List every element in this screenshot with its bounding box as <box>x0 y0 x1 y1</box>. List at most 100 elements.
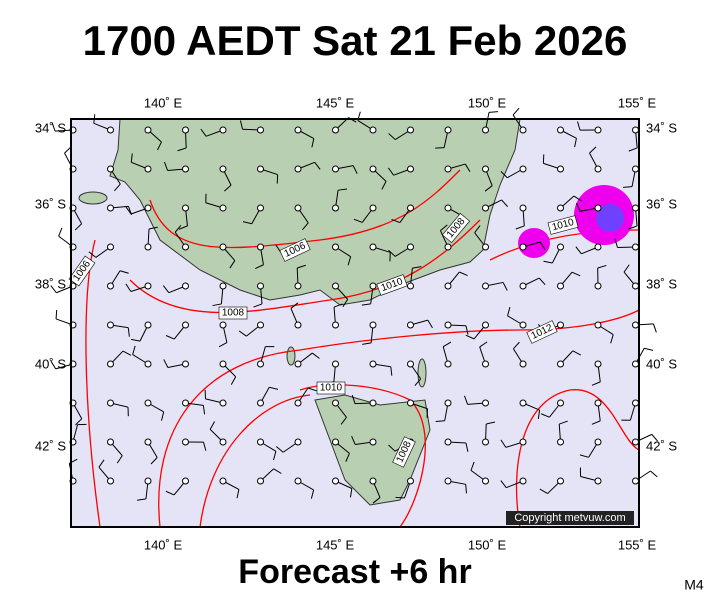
longitude-label: 145˚ E <box>316 95 355 110</box>
barb-flag <box>381 181 387 190</box>
barb-flag <box>435 420 445 422</box>
station <box>219 360 227 368</box>
station <box>144 204 152 212</box>
barb-flag <box>50 360 57 370</box>
station <box>594 126 602 134</box>
barb-flag <box>539 488 548 494</box>
isobar <box>158 309 640 528</box>
copyright: Copyright metvuw.com <box>514 512 625 524</box>
station <box>144 399 152 407</box>
station <box>219 321 227 329</box>
barb-flag <box>459 271 468 277</box>
station <box>482 126 489 134</box>
station <box>332 243 339 251</box>
barb-flag <box>273 451 277 461</box>
station <box>294 399 302 407</box>
station <box>407 204 414 212</box>
isobar-label-box <box>218 306 248 320</box>
station <box>144 282 152 290</box>
station <box>294 321 302 329</box>
barb-flag <box>50 285 57 294</box>
station <box>632 165 639 173</box>
flinders-island <box>417 358 427 388</box>
station <box>482 438 489 446</box>
barb-flag <box>470 461 475 471</box>
kangaroo-island <box>78 191 108 205</box>
barb-flag <box>238 330 247 337</box>
station <box>407 243 414 251</box>
isobar-label-box <box>392 436 416 468</box>
map-code: M4 <box>684 577 704 593</box>
barb-flag <box>572 350 581 356</box>
station <box>182 438 189 446</box>
barb-flag <box>340 416 347 425</box>
barb-flag <box>269 386 279 390</box>
rain-area <box>596 204 624 232</box>
barb-flag <box>465 442 469 452</box>
station <box>257 165 264 173</box>
barb-flag <box>464 395 469 405</box>
station <box>182 477 189 485</box>
station <box>444 243 452 251</box>
station <box>107 321 114 329</box>
barb-flag <box>165 335 175 340</box>
station <box>144 243 152 251</box>
barb-flag <box>165 490 175 496</box>
station <box>369 243 377 251</box>
barb-flag <box>372 497 381 504</box>
station <box>219 204 227 212</box>
station <box>632 204 639 212</box>
station <box>482 282 489 290</box>
barb-flag <box>58 227 63 237</box>
barb-flag <box>342 298 349 308</box>
barb-flag <box>310 489 315 499</box>
station <box>519 360 527 368</box>
station <box>332 477 339 485</box>
station <box>369 360 377 368</box>
station <box>594 477 602 485</box>
barb-flag <box>395 496 405 499</box>
station <box>369 165 377 173</box>
barb-flag <box>559 420 568 425</box>
station <box>632 438 639 446</box>
barb-flag <box>162 285 170 294</box>
station <box>219 399 227 407</box>
latitude-label: 40˚ S <box>35 356 66 371</box>
station <box>107 126 114 134</box>
isobar-label-box <box>547 215 579 235</box>
barb-flag <box>486 421 496 425</box>
barb-flag <box>132 345 136 355</box>
footer: Forecast +6 hr <box>238 553 471 591</box>
station <box>482 243 489 251</box>
station <box>257 126 264 134</box>
map-frame <box>70 118 640 528</box>
latitude-label: 42˚ S <box>35 438 66 453</box>
barb-flag <box>623 264 630 273</box>
latitude-label: 40˚ S <box>646 356 677 371</box>
barb-flag <box>538 277 546 286</box>
station <box>444 165 452 173</box>
station <box>257 477 264 485</box>
station <box>144 321 152 329</box>
barb-flag <box>125 206 132 215</box>
isobar-label: 1008 <box>222 308 245 319</box>
wind-barbs <box>50 107 659 504</box>
barb-flag <box>273 468 282 474</box>
king-island <box>286 346 296 366</box>
barb-flag <box>119 270 129 274</box>
rain-area <box>518 228 550 258</box>
longitude-label: 150˚ E <box>468 95 507 110</box>
barb-flag <box>540 413 550 418</box>
station <box>557 204 564 212</box>
barb-flag <box>442 341 452 348</box>
barb-flag <box>387 167 395 176</box>
barb-flag <box>537 409 541 420</box>
barb-flag <box>130 153 133 163</box>
station <box>294 360 302 368</box>
station <box>632 282 639 290</box>
barb-flag <box>163 161 169 171</box>
station <box>332 204 339 212</box>
barb-flag <box>591 420 601 425</box>
barb-flag <box>391 218 401 224</box>
